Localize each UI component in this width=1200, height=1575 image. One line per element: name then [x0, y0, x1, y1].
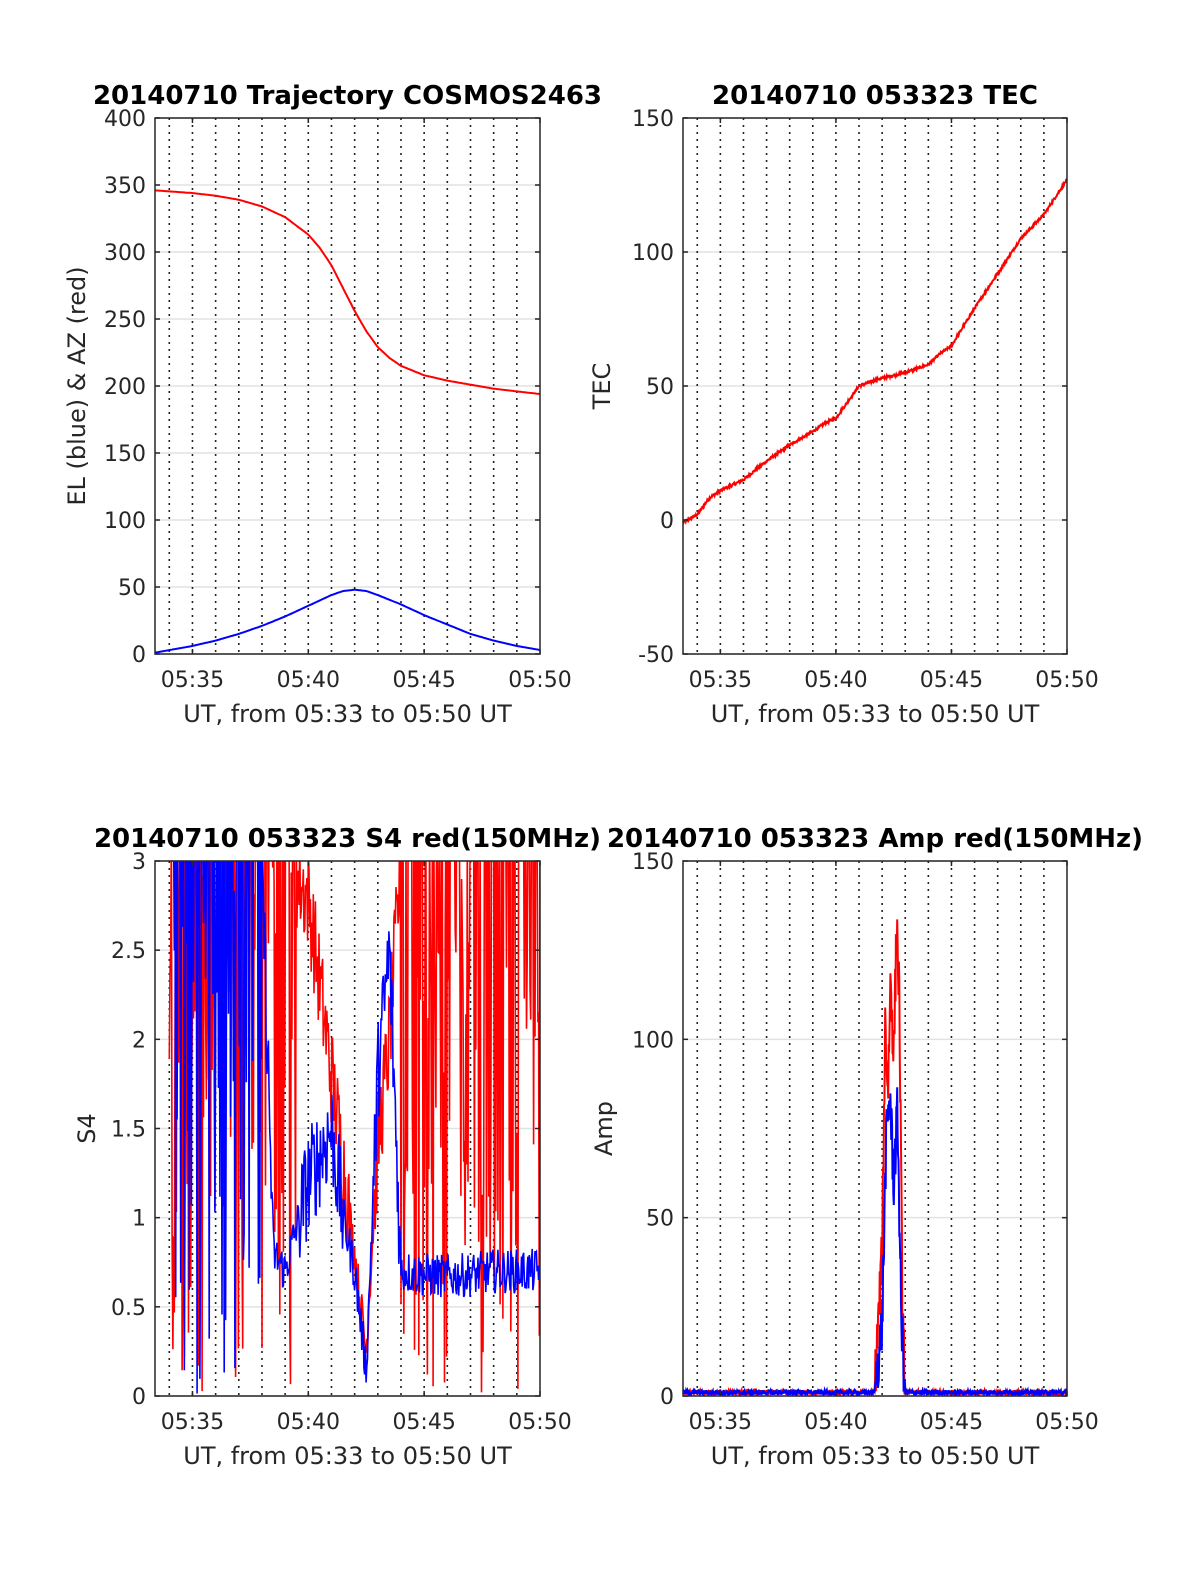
y-tick-label: 1	[132, 1207, 146, 1232]
chart-panel-1: 0 50 100 150 200 250 300 350 400 05:35 05:40 05:45 0…	[63, 81, 602, 728]
y-tick-label: 100	[632, 1028, 674, 1053]
y-tick-label: 2	[132, 1028, 146, 1053]
series-line-1	[683, 919, 1067, 1396]
series-line-1	[683, 178, 1067, 525]
y-tick-label: 0.5	[111, 1296, 146, 1321]
chart-title: 20140710 053323 S4 red(150MHz)	[94, 824, 601, 854]
x-tick-label: 05:50	[508, 1410, 571, 1435]
series-group	[155, 189, 540, 654]
y-tick-label: 0	[660, 1385, 674, 1410]
y-axis-label: EL (blue) & AZ (red)	[63, 266, 91, 505]
y-tick-label: 150	[632, 107, 674, 132]
x-tick-label: 05:40	[277, 1410, 340, 1435]
series-line-2	[172, 861, 540, 1394]
x-tick-label: 05:35	[161, 1410, 224, 1435]
y-tick-label: 200	[104, 375, 146, 400]
y-tick-label: -50	[638, 643, 674, 668]
series-line-1	[155, 189, 540, 395]
y-tick-label: 300	[104, 241, 146, 266]
y-tick-label: 350	[104, 174, 146, 199]
y-tick-label: 400	[104, 107, 146, 132]
x-tick-label: 05:45	[920, 668, 983, 693]
y-tick-label: 1.5	[111, 1118, 146, 1143]
chart-panel-4: 0 50 100 150 05:35 05:40 05:45 05:50 20140710 05…	[590, 824, 1143, 1470]
series-line-2	[155, 588, 540, 654]
chart-title: 20140710 053323 Amp red(150MHz)	[607, 824, 1143, 854]
x-tick-label: 05:35	[161, 668, 224, 693]
series-group	[168, 861, 540, 1394]
y-tick-label: 50	[646, 1207, 674, 1232]
y-tick-label: 50	[118, 576, 146, 601]
y-tick-label: 0	[132, 1385, 146, 1410]
x-axis-label: UT, from 05:33 to 05:50 UT	[183, 700, 512, 728]
series-group	[683, 919, 1067, 1396]
x-axis-label: UT, from 05:33 to 05:50 UT	[711, 1442, 1040, 1470]
x-tick-label: 05:50	[508, 668, 571, 693]
y-tick-label: 250	[104, 308, 146, 333]
y-tick-label: 100	[632, 241, 674, 266]
chart-title: 20140710 Trajectory COSMOS2463	[93, 81, 602, 111]
x-tick-label: 05:50	[1035, 668, 1098, 693]
y-tick-label: 2.5	[111, 939, 146, 964]
y-axis-label: Amp	[590, 1101, 618, 1156]
x-tick-label: 05:45	[392, 668, 455, 693]
x-tick-label: 05:40	[804, 1410, 867, 1435]
x-axis-label: UT, from 05:33 to 05:50 UT	[711, 700, 1040, 728]
y-tick-label: 50	[646, 375, 674, 400]
y-tick-label: 150	[632, 850, 674, 875]
x-tick-label: 05:45	[392, 1410, 455, 1435]
plot-frame	[682, 860, 1068, 1397]
y-tick-label: 3	[132, 850, 146, 875]
y-tick-label: 100	[104, 509, 146, 534]
x-axis-label: UT, from 05:33 to 05:50 UT	[183, 1442, 512, 1470]
y-tick-label: 150	[104, 442, 146, 467]
y-axis-label: S4	[73, 1113, 101, 1144]
series-group	[683, 178, 1067, 525]
chart-panel-3: 0 0.5 1 1.5 2 2.5 3 05:35 05:40 05:45 05:50 2014071…	[73, 824, 601, 1470]
x-tick-label: 05:35	[689, 668, 752, 693]
series-line-2	[683, 1087, 1067, 1396]
x-tick-label: 05:35	[689, 1410, 752, 1435]
y-tick-label: 0	[132, 643, 146, 668]
y-tick-label: 0	[660, 509, 674, 534]
x-tick-label: 05:50	[1035, 1410, 1098, 1435]
chart-panel-2: -50 0 50 100 150 05:35 05:40 05:45 05:50 20140710…	[588, 81, 1099, 728]
chart-title: 20140710 053323 TEC	[712, 81, 1038, 111]
y-axis-label: TEC	[588, 363, 616, 411]
x-tick-label: 05:40	[277, 668, 340, 693]
x-tick-label: 05:40	[804, 668, 867, 693]
x-tick-label: 05:45	[920, 1410, 983, 1435]
